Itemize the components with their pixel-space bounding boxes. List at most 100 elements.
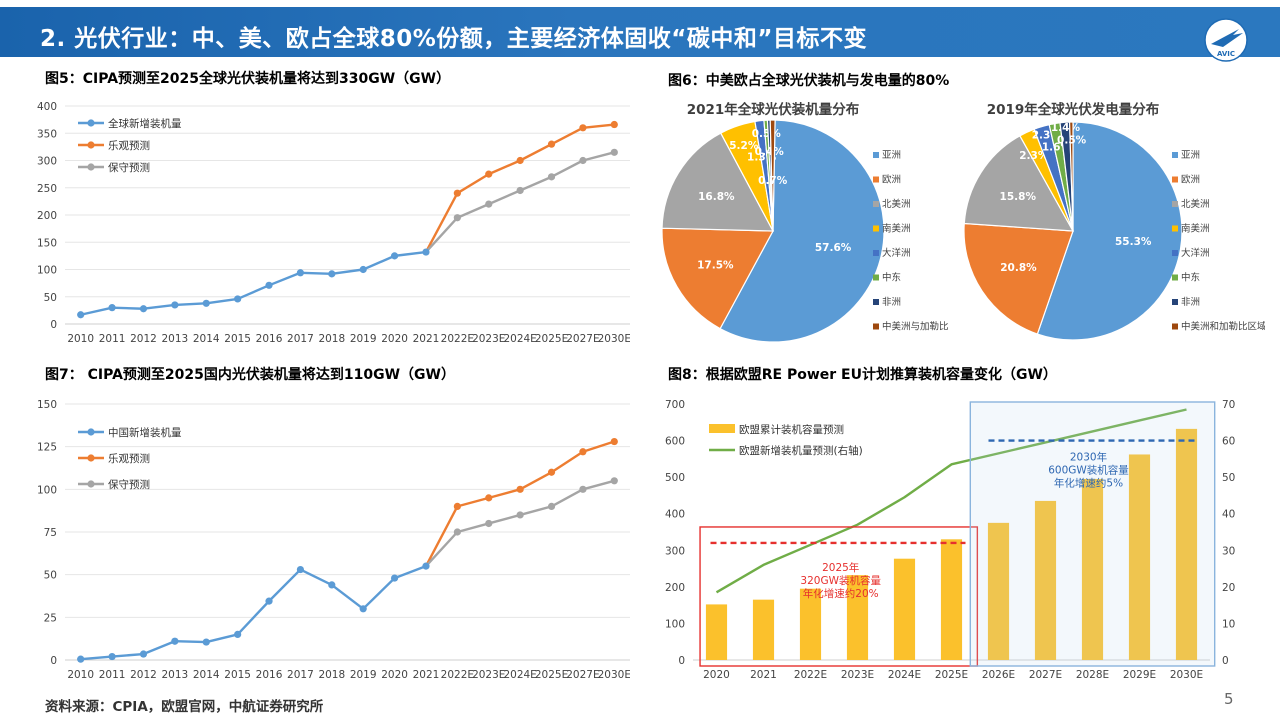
fig7-ytick: 25	[44, 612, 57, 624]
fig7-series-line	[80, 565, 427, 661]
fig8-annotation-text-2030: 2030年	[1070, 451, 1107, 464]
fig7-xtick: 2011	[99, 669, 126, 681]
fig5-point	[265, 281, 273, 289]
fig8-annotation-text-2025: 2025年	[822, 561, 859, 574]
fig6-legend-label: 南美洲	[1181, 223, 1210, 235]
fig6-slice	[769, 119, 776, 232]
fig8-y2tick: 30	[1222, 545, 1235, 557]
fig8-annotation-box-2030	[969, 401, 1216, 667]
fig6-legend-swatch	[873, 274, 879, 281]
fig8-bar	[752, 599, 775, 660]
fig7-xtick: 2021	[413, 669, 440, 681]
fig5-xtick: 2018	[318, 333, 345, 345]
source-note: 资料来源：CPIA，欧盟官网，中航证券研究所	[45, 699, 324, 715]
fig5-series-line	[425, 151, 615, 253]
fig7-point	[296, 565, 305, 574]
fig7-xtick: 2010	[67, 669, 94, 681]
fig6-legend-label: 亚洲	[1181, 150, 1200, 161]
fig5-legend-label: 全球新增装机量	[108, 117, 182, 130]
fig6-legend-label: 南美洲	[882, 223, 911, 235]
fig7-xtick: 2024E	[503, 669, 536, 681]
fig7-point	[77, 655, 85, 663]
fig6-value-label: 0.5%	[1057, 135, 1087, 147]
fig8-y2tick: 50	[1222, 472, 1235, 484]
fig7-point	[328, 581, 336, 589]
fig8-xtick: 2026E	[982, 669, 1015, 681]
fig8-xtick: 2030E	[1170, 669, 1203, 681]
fig8-annotation-text-2030: 600GW装机容量	[1048, 464, 1129, 477]
fig7-point	[108, 652, 116, 661]
fig5-xtick: 2017	[287, 333, 314, 345]
fig8-y2tick: 0	[1222, 655, 1229, 667]
fig6-legend-swatch	[1172, 299, 1178, 305]
fig5-point	[453, 214, 461, 222]
fig7-ytick: 100	[37, 484, 57, 496]
fig6-legend-label: 中东	[882, 272, 901, 284]
fig7-xtick: 2020	[381, 669, 408, 681]
fig8-bar	[705, 604, 728, 660]
fig7-chart: 0 25 50 75 100 125 150 2010 2011 2012 2013 2014 2015…	[30, 390, 630, 685]
fig6-slice	[1068, 121, 1074, 232]
fig7-xtick: 2025E	[535, 669, 568, 681]
fig5-point	[610, 120, 618, 129]
fig8-ytick: 400	[665, 509, 685, 521]
fig5-xtick: 2013	[161, 333, 188, 345]
fig8-y2tick: 20	[1222, 582, 1235, 594]
page-title: 2. 光伏行业：中、美、欧占全球80%份额，主要经济体固收“碳中和”目标不变	[40, 26, 868, 52]
fig7-title: 图7： CIPA预测至2025国内光伏装机量将达到110GW（GW）	[45, 367, 455, 383]
fig7-ytick: 75	[44, 527, 57, 539]
fig5-point	[77, 311, 85, 319]
fig6-legend-label: 中东	[1181, 272, 1200, 284]
fig7-xtick: 2016	[256, 669, 283, 681]
fig5-point	[328, 270, 336, 278]
fig6-legend-swatch	[1172, 152, 1178, 158]
fig7-point	[485, 519, 493, 528]
fig6-slice	[963, 134, 1075, 232]
fig7-xtick: 2012	[130, 669, 157, 681]
fig5-xtick: 2024E	[503, 333, 536, 345]
fig5-xtick: 2011	[99, 333, 126, 345]
fig8-xtick: 2020	[703, 669, 730, 681]
fig5-ytick: 50	[44, 292, 57, 304]
fig6-legend-label: 中美洲与加勒比	[882, 321, 949, 333]
fig8-xtick: 2022E	[794, 669, 827, 681]
fig7-point	[139, 650, 148, 658]
fig7-point	[171, 637, 179, 645]
fig6-legend-swatch	[873, 152, 879, 158]
fig8-xtick: 2027E	[1029, 669, 1062, 681]
fig5-point	[108, 304, 116, 312]
fig6-value-label: 17.5%	[697, 259, 734, 271]
logo-text: AVIC	[1217, 50, 1235, 58]
fig5-svg: 0 50 100 150 200 250 300 350 400 2010 2011 2012 2013…	[37, 101, 630, 345]
fig7-xtick: 2027E	[566, 669, 599, 681]
fig6-legend-label: 欧洲	[1181, 174, 1200, 186]
fig5-xtick: 2027E	[566, 333, 599, 345]
fig8-bar	[940, 539, 963, 660]
fig7-point	[265, 597, 273, 605]
fig5-ytick: 100	[37, 265, 57, 277]
fig8-chart: 0 100 200 300 400 500 600 700 0 10 20 30 40 50 60 70 202…	[655, 390, 1265, 690]
fig7-point	[202, 638, 210, 646]
fig8-ytick: 700	[665, 399, 685, 411]
fig6-slice	[719, 119, 885, 343]
fig6-legend-swatch	[1172, 250, 1178, 256]
fig6-pie-title: 2021年全球光伏装机量分布	[687, 101, 860, 118]
fig8-xtick: 2021	[750, 669, 777, 681]
fig8-annotation-box-2025	[699, 526, 979, 667]
fig6-legend-swatch	[1172, 274, 1178, 281]
fig5-point	[234, 295, 242, 303]
fig6-slice	[661, 132, 775, 232]
fig7-svg: 0 25 50 75 100 125 150 2010 2011 2012 2013 2014 2015…	[37, 399, 630, 681]
fig7-point	[422, 562, 430, 570]
fig8-bar	[1175, 428, 1198, 660]
fig7-point	[579, 448, 587, 456]
fig7-series-line	[424, 440, 615, 567]
fig7-legend-label: 保守预测	[108, 478, 150, 491]
fig7-point	[516, 511, 524, 519]
fig6-value-label: 15.8%	[1000, 191, 1037, 203]
fig5-xtick: 2022E	[441, 333, 474, 345]
fig8-ytick: 0	[678, 655, 685, 667]
fig7-legend-label: 中国新增装机量	[108, 426, 182, 439]
fig5-point	[139, 305, 148, 313]
fig6-legend-label: 北美洲	[882, 198, 911, 210]
